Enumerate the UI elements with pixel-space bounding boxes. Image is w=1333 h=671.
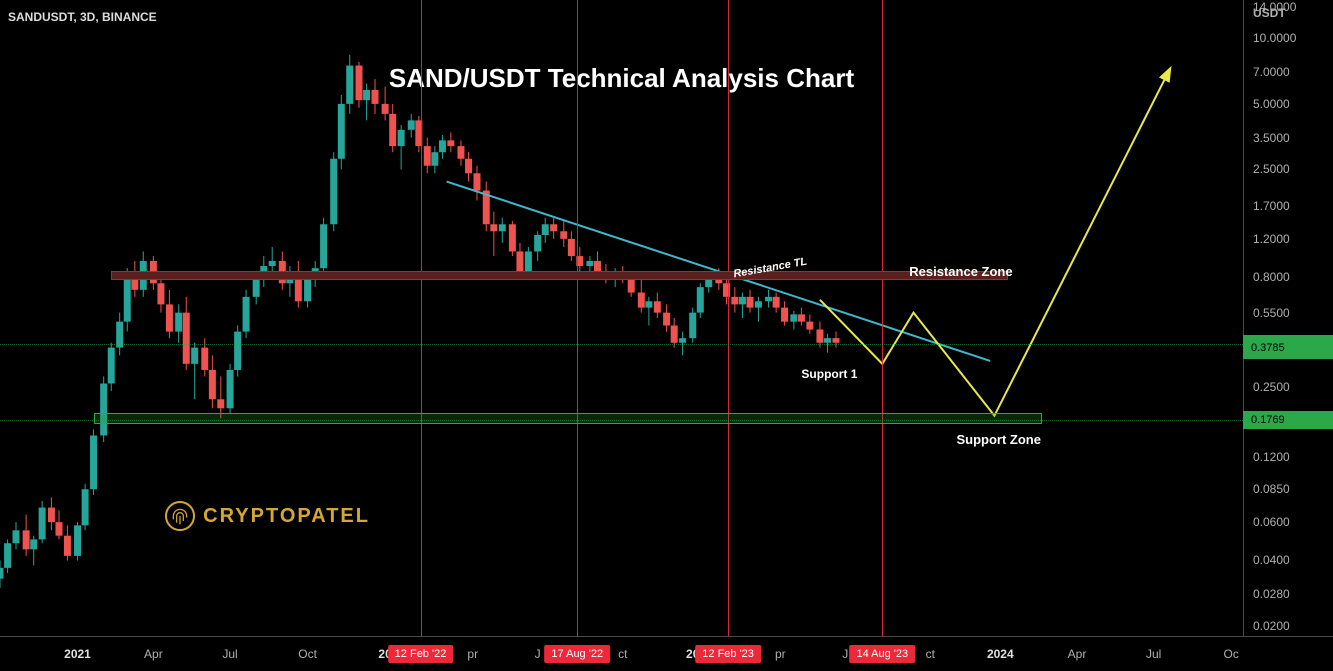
vertical-marker-line [421,0,422,636]
x-tick: 2024 [987,637,1014,671]
symbol-info[interactable]: SANDUSDT, 3D, BINANCE [8,10,157,24]
x-tick: ct [618,637,627,671]
resistance-zone [111,271,1008,279]
y-axis[interactable]: USDT 14.000010.00007.00005.00003.50002.5… [1243,0,1333,636]
x-tick: pr [775,637,786,671]
chart-title: SAND/USDT Technical Analysis Chart [389,63,854,94]
price-level-line [0,344,1243,345]
y-tick: 0.2500 [1243,379,1333,395]
y-tick: 10.0000 [1243,30,1333,46]
x-tick: Jul [1146,637,1161,671]
plot-area[interactable]: SANDUSDT, 3D, BINANCE SAND/USDT Technica… [0,0,1243,636]
watermark-text: CRYPTOPATEL [203,505,370,528]
x-tick: Apr [1068,637,1087,671]
drawing-svg [0,0,1243,636]
x-tick: Oc [1224,637,1239,671]
x-tick: Apr [144,637,163,671]
x-date-badge: 14 Aug '23 [849,645,915,663]
x-tick: pr [467,637,478,671]
y-tick: 5.0000 [1243,96,1333,112]
resistance-zone-label: Resistance Zone [909,264,1012,279]
projection [820,69,1170,415]
y-tick: 2.5000 [1243,161,1333,177]
y-tick: 1.2000 [1243,231,1333,247]
vertical-marker-line [728,0,729,636]
x-tick: Oct [298,637,317,671]
x-tick: 2021 [64,637,91,671]
y-tick: 1.7000 [1243,198,1333,214]
support-zone-label: Support Zone [956,432,1041,447]
support-zone [94,413,1043,424]
y-tick: 0.0600 [1243,514,1333,530]
fingerprint-icon [165,501,195,531]
chart-container[interactable]: SANDUSDT, 3D, BINANCE SAND/USDT Technica… [0,0,1333,671]
x-axis[interactable]: 2021AprJulOct2012 Feb '22prJ17 Aug '22ct… [0,636,1333,671]
y-tick: 0.0200 [1243,618,1333,634]
support1-label: Support 1 [801,367,857,381]
x-tick: ct [926,637,935,671]
x-date-badge: 12 Feb '23 [695,645,761,663]
y-tick: 0.8000 [1243,269,1333,285]
price-badge: 0.3785 [1243,339,1333,357]
vertical-marker-line [577,0,578,636]
y-tick: 14.0000 [1243,0,1333,15]
price-badge: 0.1769 [1243,411,1333,429]
y-tick: 7.0000 [1243,64,1333,80]
y-tick: 0.0850 [1243,481,1333,497]
watermark: CRYPTOPATEL [165,501,370,531]
x-tick: J [535,637,541,671]
x-date-badge: 12 Feb '22 [388,645,454,663]
y-tick: 0.0280 [1243,586,1333,602]
x-tick: J [842,637,848,671]
y-tick: 0.1200 [1243,449,1333,465]
y-tick: 0.5500 [1243,305,1333,321]
y-tick: 3.5000 [1243,130,1333,146]
y-tick: 0.0400 [1243,552,1333,568]
x-tick: Jul [222,637,237,671]
x-date-badge: 17 Aug '22 [544,645,610,663]
vertical-marker-line [882,0,883,636]
candle-svg [0,0,1243,636]
